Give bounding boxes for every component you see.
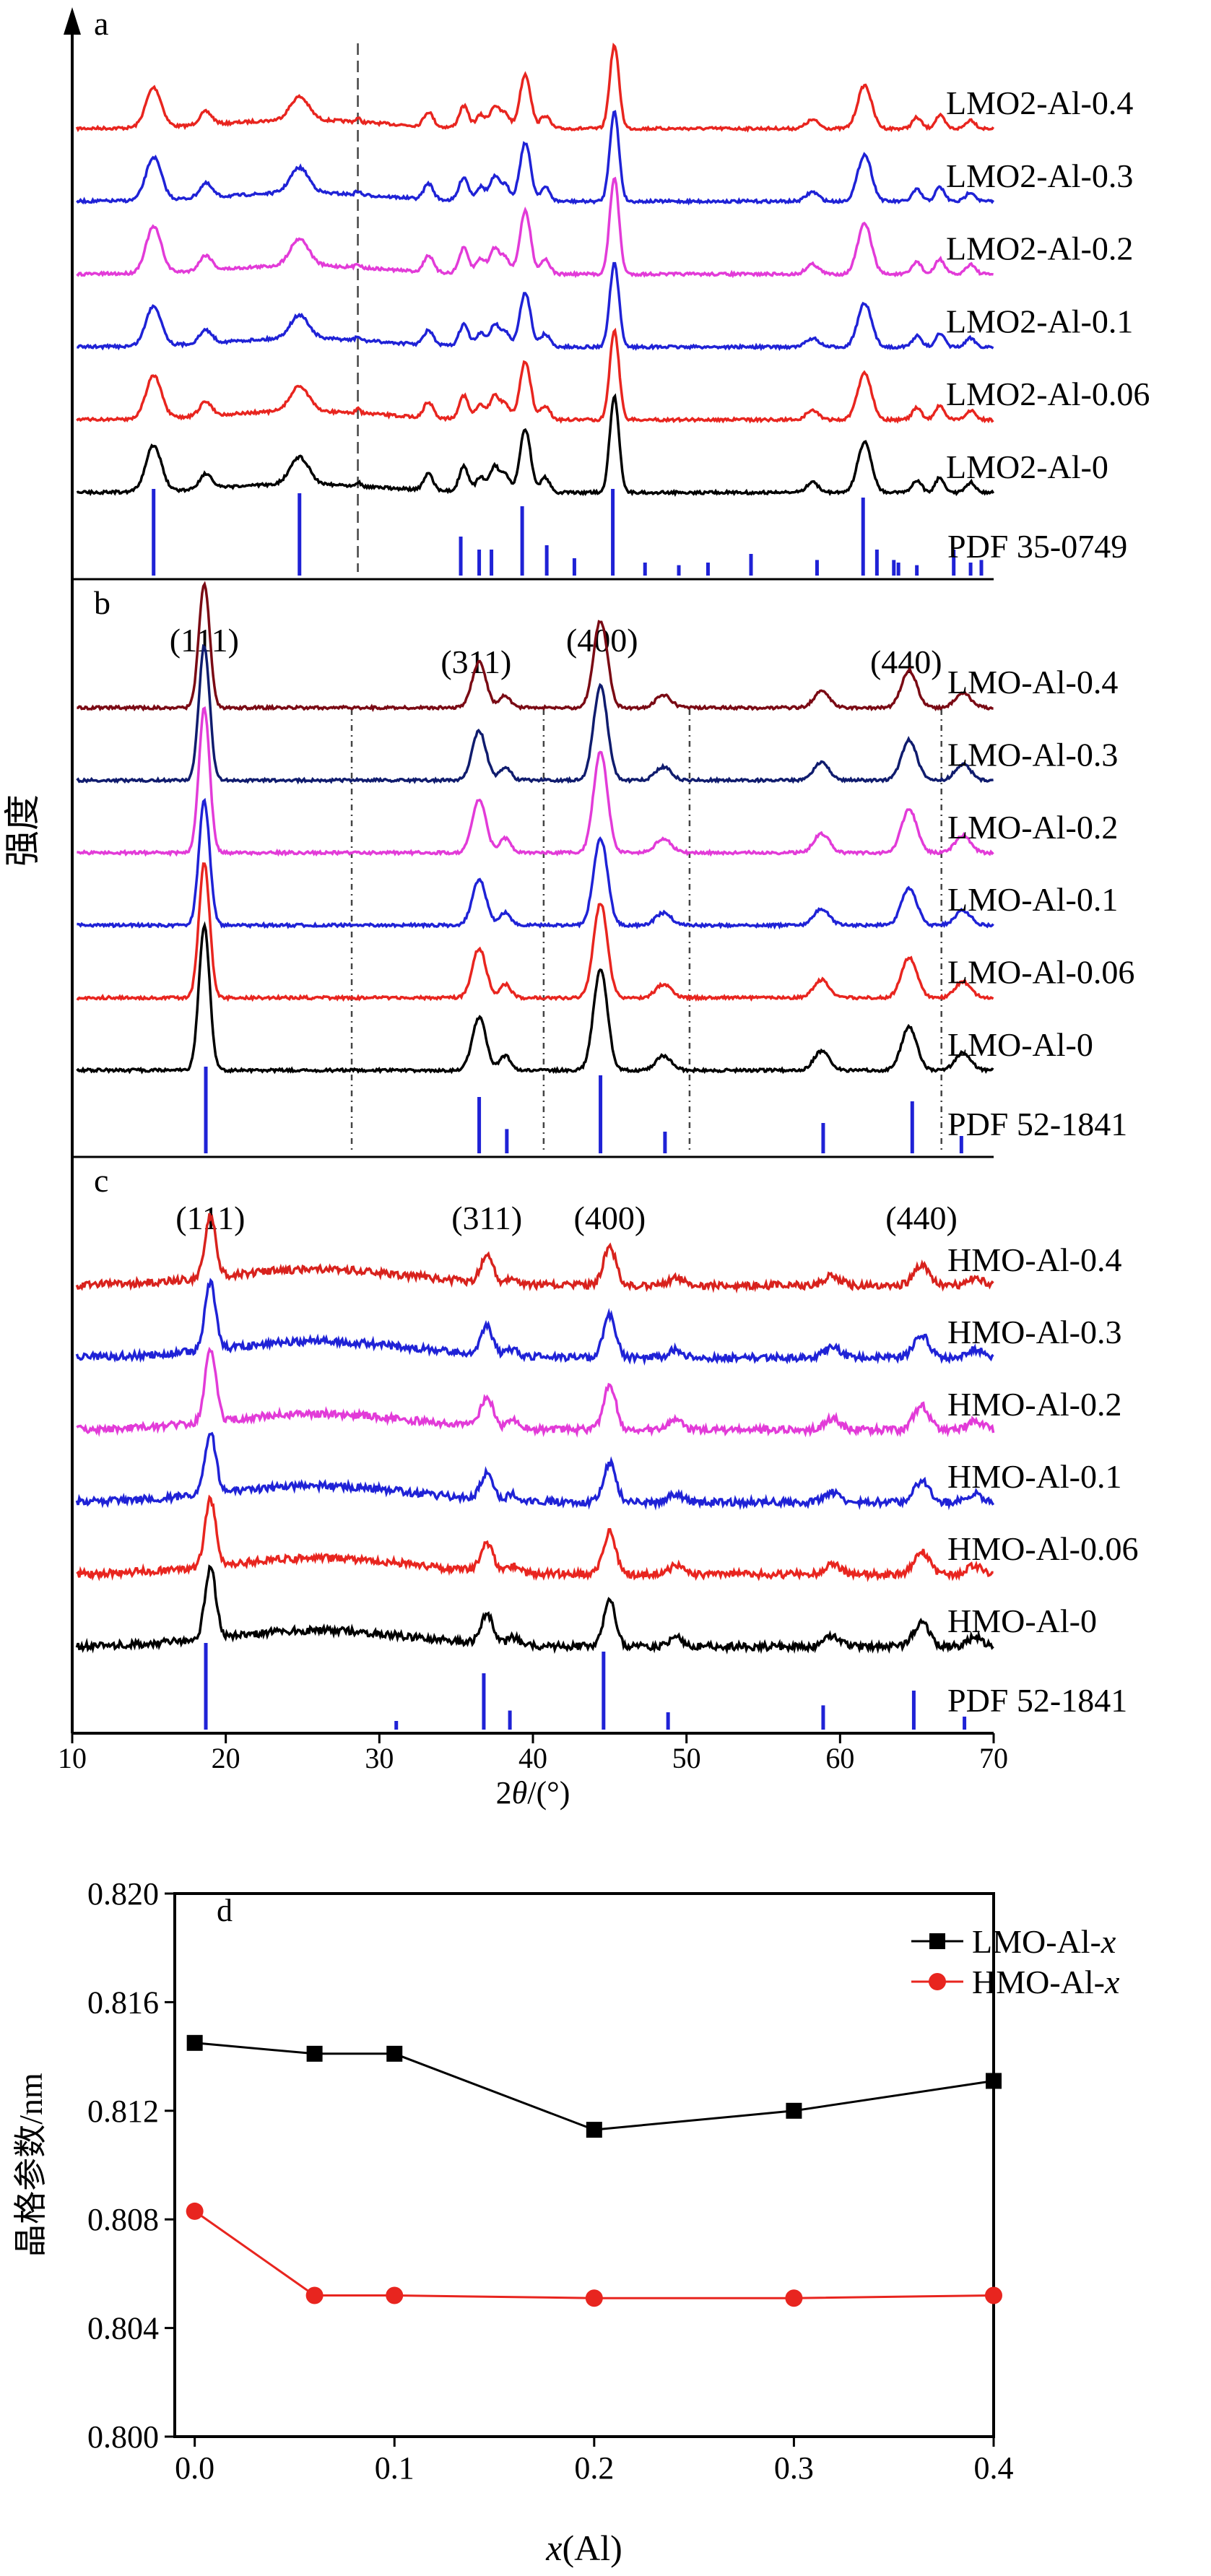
xrd-pattern-line xyxy=(75,1564,994,1655)
xrd-x-tick-label: 10 xyxy=(58,1742,87,1774)
lattice-data-point xyxy=(585,2289,603,2307)
legend-marker xyxy=(929,1933,945,1949)
lattice-data-point xyxy=(986,2073,1002,2089)
series-label: LMO-Al-0 xyxy=(947,1026,1093,1063)
xrd-pattern-line xyxy=(75,1431,995,1511)
xrd-axes: 强度 2θ/(°) xyxy=(2,7,994,1810)
series-label: LMO2-Al-0.06 xyxy=(946,376,1150,412)
series-label: LMO-Al-0.06 xyxy=(947,954,1134,991)
series-label: LMO-Al-0.1 xyxy=(947,881,1118,918)
lattice-data-point xyxy=(306,2045,323,2062)
series-label: HMO-Al-0.2 xyxy=(947,1386,1121,1423)
xrd-pattern-line xyxy=(76,1346,995,1438)
series-label: HMO-Al-0.1 xyxy=(947,1458,1121,1495)
reference-label: PDF 52-1841 xyxy=(947,1106,1127,1142)
lattice-x-tick-label: 0.2 xyxy=(574,2450,614,2486)
xrd-x-tick-label: 30 xyxy=(365,1742,394,1774)
lattice-y-label: 晶格参数/nm xyxy=(12,2073,49,2258)
xrd-pattern-line xyxy=(76,1494,994,1582)
xrd-x-tick-label: 70 xyxy=(979,1742,1008,1774)
lattice-x-tick-label: 0.3 xyxy=(774,2450,814,2486)
lattice-panel-letter: d xyxy=(217,1893,233,1928)
series-label: LMO-Al-0.3 xyxy=(947,736,1118,773)
series-label: LMO2-Al-0.2 xyxy=(946,230,1133,267)
lattice-x-tick-label: 0.4 xyxy=(974,2450,1014,2486)
y-axis-arrow-icon xyxy=(64,7,81,35)
series-label: LMO-Al-0.2 xyxy=(947,809,1118,846)
lattice-series-line xyxy=(194,2210,994,2299)
series-label: LMO-Al-0.4 xyxy=(947,664,1118,701)
lattice-y-tick-label: 0.816 xyxy=(87,1985,159,2020)
lattice-y-tick-label: 0.808 xyxy=(87,2202,159,2237)
xrd-pattern-line xyxy=(76,327,994,424)
xrd-panel-a: a PDF 35-0749 LMO2-Al-0.4 LMO2-Al-0.3 LMO2-A… xyxy=(75,5,1150,576)
series-label: LMO2-Al-0.3 xyxy=(946,157,1133,194)
lattice-y-tick-label: 0.812 xyxy=(87,2094,159,2129)
xrd-pattern-line xyxy=(75,42,995,133)
legend-marker xyxy=(929,1973,946,1990)
xrd-x-tick-label: 60 xyxy=(825,1742,854,1774)
xrd-x-tick-label: 20 xyxy=(212,1742,240,1774)
reference-label: PDF 35-0749 xyxy=(947,528,1127,565)
lattice-plot-frame xyxy=(173,1892,995,2438)
series-label: HMO-Al-0.4 xyxy=(947,1241,1121,1278)
series-label: LMO2-Al-0.4 xyxy=(946,84,1133,121)
series-label: HMO-Al-0.3 xyxy=(947,1314,1121,1350)
hkl-label: (311) xyxy=(451,1200,522,1236)
xrd-x-tick-label: 50 xyxy=(672,1742,701,1774)
reference-label: PDF 52-1841 xyxy=(947,1682,1127,1719)
lattice-x-tick-label: 0.1 xyxy=(375,2450,414,2486)
lattice-chart: d 晶格参数/nm x(Al) xyxy=(12,1892,995,2568)
xrd-x-label: 2θ/(°) xyxy=(496,1775,570,1810)
lattice-data-point xyxy=(386,2045,403,2062)
lattice-data-point xyxy=(386,2286,404,2304)
lattice-data-point xyxy=(785,2289,803,2307)
xrd-y-label: 强度 xyxy=(2,794,43,867)
xrd-pattern-line xyxy=(76,862,994,1002)
lattice-x-label: x(Al) xyxy=(545,2528,622,2568)
lattice-data-point xyxy=(305,2286,324,2304)
series-label: LMO2-Al-0 xyxy=(946,448,1108,485)
xrd-x-tick-label: 40 xyxy=(518,1742,547,1774)
lattice-data-point xyxy=(586,2122,602,2138)
hkl-label: (400) xyxy=(574,1200,646,1236)
xrd-pattern-line xyxy=(76,110,995,206)
xrd-pattern-line xyxy=(77,581,994,713)
xrd-pattern-line xyxy=(76,176,994,279)
hkl-label: (311) xyxy=(440,643,511,680)
panel-letter: b xyxy=(94,584,110,621)
lattice-data-point xyxy=(186,2202,204,2220)
lattice-data-point xyxy=(985,2286,1002,2304)
lattice-y-tick-label: 0.800 xyxy=(87,2419,159,2455)
xrd-pattern-line xyxy=(77,797,994,930)
lattice-data-point xyxy=(786,2102,802,2119)
series-label: LMO2-Al-0.1 xyxy=(946,303,1133,339)
xrd-pattern-line xyxy=(76,393,995,497)
xrd-pattern-line xyxy=(75,1213,994,1294)
panel-letter: a xyxy=(94,5,108,42)
series-label: HMO-Al-0.06 xyxy=(947,1530,1138,1567)
lattice-y-tick-label: 0.820 xyxy=(87,1876,159,1912)
legend-label: LMO-Al-x xyxy=(972,1923,1116,1960)
hkl-label: (440) xyxy=(885,1200,958,1236)
hkl-label: (111) xyxy=(170,622,239,659)
xrd-pattern-line xyxy=(76,921,994,1075)
xrd-pattern-line xyxy=(76,261,994,352)
lattice-data-point xyxy=(186,2034,203,2051)
lattice-series-line xyxy=(194,2042,994,2131)
lattice-x-tick-label: 0.0 xyxy=(175,2450,214,2486)
panel-letter: c xyxy=(94,1162,108,1199)
xrd-pattern-line xyxy=(76,643,994,785)
legend-label: HMO-Al-x xyxy=(972,1964,1120,2000)
hkl-label: (400) xyxy=(566,622,638,659)
series-label: HMO-Al-0 xyxy=(947,1603,1097,1639)
xrd-pattern-line xyxy=(75,1278,994,1366)
lattice-y-tick-label: 0.804 xyxy=(87,2311,159,2346)
xrd-pattern-line xyxy=(77,706,994,857)
